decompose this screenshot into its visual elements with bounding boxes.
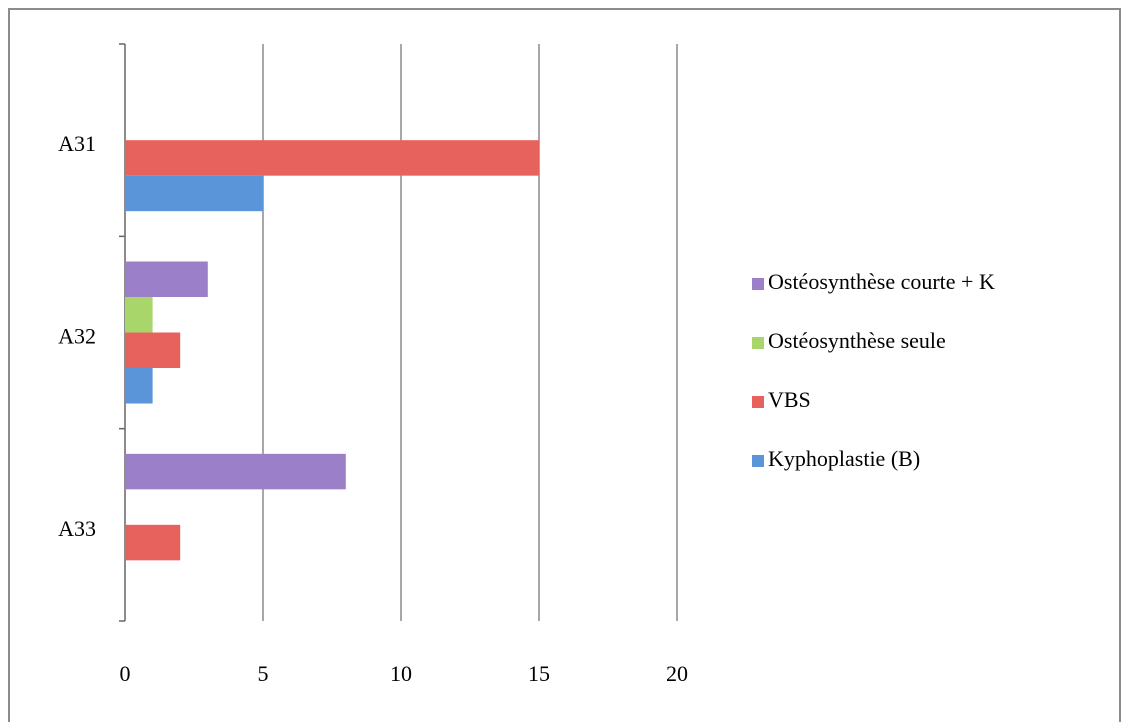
x-tick-label: 5	[258, 661, 269, 686]
legend-label: Ostéosynthèse seule	[768, 328, 946, 353]
bar	[125, 297, 153, 333]
legend-swatch	[752, 337, 764, 349]
bar	[125, 368, 153, 404]
x-tick-label: 10	[390, 661, 412, 686]
legend-label: Ostéosynthèse courte + K	[768, 269, 995, 294]
y-tick-label: A31	[58, 131, 96, 156]
bar	[125, 453, 346, 490]
bar	[125, 140, 539, 176]
legend-swatch	[752, 455, 764, 467]
bar	[125, 175, 263, 212]
y-tick-label: A33	[58, 516, 96, 541]
legend-label: Kyphoplastie (B)	[768, 446, 920, 471]
frame	[8, 8, 1121, 722]
legend-swatch	[752, 278, 764, 290]
legend-label: VBS	[768, 387, 811, 412]
x-tick-label: 20	[666, 661, 688, 686]
x-tick-label: 15	[528, 661, 550, 686]
bar	[125, 332, 181, 368]
bar	[125, 261, 208, 297]
y-tick-label: A32	[58, 324, 96, 349]
bar	[125, 524, 181, 561]
legend-swatch	[752, 396, 764, 408]
x-tick-label: 0	[120, 661, 131, 686]
